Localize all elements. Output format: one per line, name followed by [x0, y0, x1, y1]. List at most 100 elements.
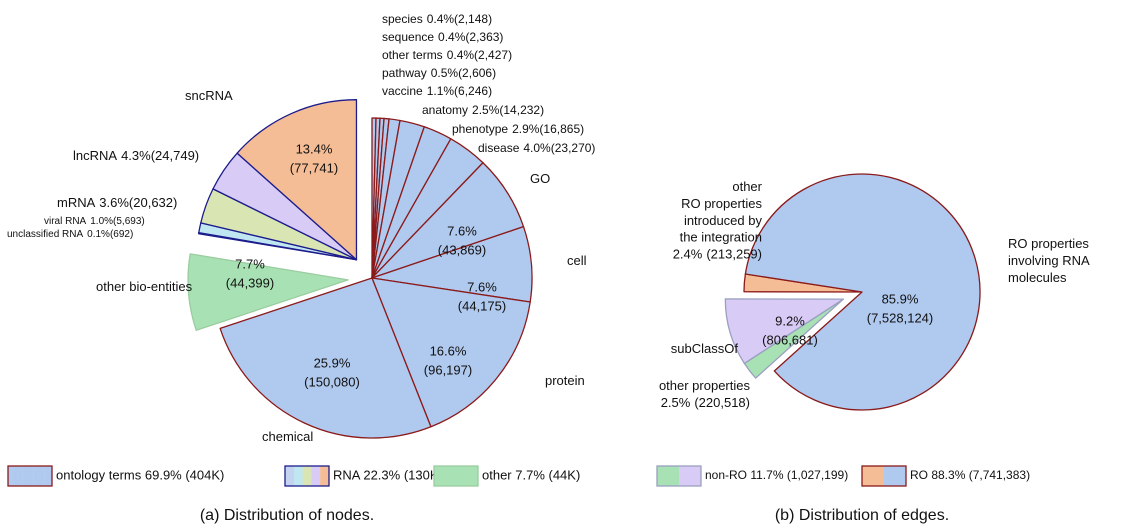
slice-count: (5,693) — [113, 216, 145, 227]
slice-count: (96,197) — [424, 362, 472, 377]
slice-value: 0.5% — [431, 66, 459, 80]
slice-count: (44,399) — [226, 275, 274, 290]
slice-count: (7,528,124) — [867, 310, 934, 325]
slice-label: lncRNA 4.3%(24,749) — [73, 148, 199, 163]
slice-label: anatomy 2.5%(14,232) — [422, 103, 544, 117]
slice-value: 0.1% — [87, 229, 110, 240]
slice-count: (213,259) — [706, 247, 762, 262]
legend-swatch — [862, 466, 885, 486]
slice-count: (2,606) — [458, 66, 496, 80]
legend-swatch — [48, 466, 53, 486]
legend-swatch-border — [433, 465, 479, 487]
legend-swatch — [884, 466, 907, 486]
slice-name: other terms — [382, 48, 443, 62]
slice-name: phenotype — [452, 122, 508, 136]
slice-count: (20,632) — [129, 195, 177, 210]
slice-value: 7.7% — [235, 256, 265, 271]
slice-label: unclassified RNA 0.1%(692) — [7, 229, 133, 240]
caption: (b) Distribution of edges. — [775, 507, 949, 524]
slice-name: sncRNA — [185, 88, 233, 103]
slice-name: RO properties involving RNA molecules — [1008, 236, 1090, 285]
caption: (a) Distribution of nodes. — [200, 507, 374, 524]
slice-value: 2.4% — [673, 247, 703, 262]
slice-name: cell — [567, 253, 587, 268]
slice-count: (77,741) — [290, 160, 338, 175]
slice-label: mRNA 3.6%(20,632) — [57, 195, 177, 210]
slice-count: (23,270) — [551, 141, 596, 155]
slice-count: (6,246) — [454, 84, 492, 98]
slice-value: 25.9% — [314, 355, 351, 370]
slice-label: disease 4.0%(23,270) — [478, 141, 595, 155]
slice-count: (2,363) — [465, 30, 503, 44]
legend-swatch — [26, 466, 31, 486]
legend-swatch — [293, 466, 303, 486]
slice-label: 2.5% (220,518) — [661, 395, 750, 410]
slice-name: GO — [530, 171, 550, 186]
legend-label: other 7.7% (44K) — [482, 467, 580, 482]
slice-value: 0.4% — [427, 12, 455, 26]
slice-value: 85.9% — [882, 291, 919, 306]
slice-count: (692) — [110, 229, 133, 240]
slice-label: vaccine 1.1%(6,246) — [382, 84, 492, 98]
pie-slice — [187, 253, 349, 331]
slice-name: vaccine — [382, 84, 423, 98]
slice-value: 2.9% — [512, 122, 540, 136]
legend-swatch — [434, 466, 479, 486]
slice-value: 7.6% — [447, 223, 477, 238]
slice-count: (14,232) — [499, 103, 544, 117]
slice-value: 3.6% — [99, 195, 129, 210]
slice-label: phenotype 2.9%(16,865) — [452, 122, 584, 136]
slice-label: other terms 0.4%(2,427) — [382, 48, 512, 62]
slice-name: unclassified RNA — [7, 229, 83, 240]
legend-swatch — [33, 466, 38, 486]
slice-name: mRNA — [57, 195, 96, 210]
slice-count: (150,080) — [304, 374, 360, 389]
legend-swatch — [311, 466, 321, 486]
legend-swatch-border — [861, 465, 907, 487]
legend-swatch — [8, 466, 12, 486]
slice-name: subClassOf — [671, 341, 739, 356]
legend-swatch — [320, 466, 330, 486]
slice-count: (16,865) — [539, 122, 584, 136]
slice-name: other RO properties introduced by the integ… — [680, 179, 763, 245]
pie-slice — [744, 173, 981, 411]
slice-value: 4.3% — [121, 148, 151, 163]
slice-name: other properties — [659, 378, 751, 393]
slice-value: 4.0% — [523, 141, 551, 155]
legend-swatch — [11, 466, 16, 486]
pie-slice — [236, 99, 358, 261]
legend-swatch — [22, 466, 27, 486]
legend-swatch — [44, 466, 49, 486]
slice-value: 1.0% — [90, 216, 113, 227]
slice-value: 2.5% — [661, 395, 691, 410]
slice-name: sequence — [382, 30, 434, 44]
slice-value: 0.4% — [447, 48, 475, 62]
legend-swatch — [30, 466, 34, 486]
slice-name: pathway — [382, 66, 427, 80]
legend-swatch — [41, 466, 45, 486]
legend-swatch-border — [284, 465, 330, 487]
legend-swatch-border — [7, 465, 53, 487]
legend-label: non-RO 11.7% (1,027,199) — [705, 468, 848, 482]
legend-swatch — [15, 466, 20, 486]
slice-count: (2,427) — [474, 48, 512, 62]
slice-value: 7.6% — [467, 279, 497, 294]
slice-label: species 0.4%(2,148) — [382, 12, 492, 26]
slice-name: protein — [545, 373, 585, 388]
slice-count: (44,175) — [458, 298, 506, 313]
slice-count: (220,518) — [694, 395, 750, 410]
legend-label: RO 88.3% (7,741,383) — [910, 468, 1030, 482]
slice-label: 2.4% (213,259) — [673, 247, 762, 262]
legend-swatch — [19, 466, 23, 486]
slice-label: sequence 0.4%(2,363) — [382, 30, 503, 44]
slice-count: (24,749) — [151, 148, 199, 163]
slice-name: species — [382, 12, 423, 26]
legend-swatch — [37, 466, 42, 486]
slice-value: 13.4% — [296, 141, 333, 156]
slice-label: pathway 0.5%(2,606) — [382, 66, 496, 80]
legend-swatch — [679, 466, 702, 486]
slice-name: other bio-entities — [96, 279, 193, 294]
slice-value: 16.6% — [430, 343, 467, 358]
slice-count: (43,869) — [438, 242, 486, 257]
